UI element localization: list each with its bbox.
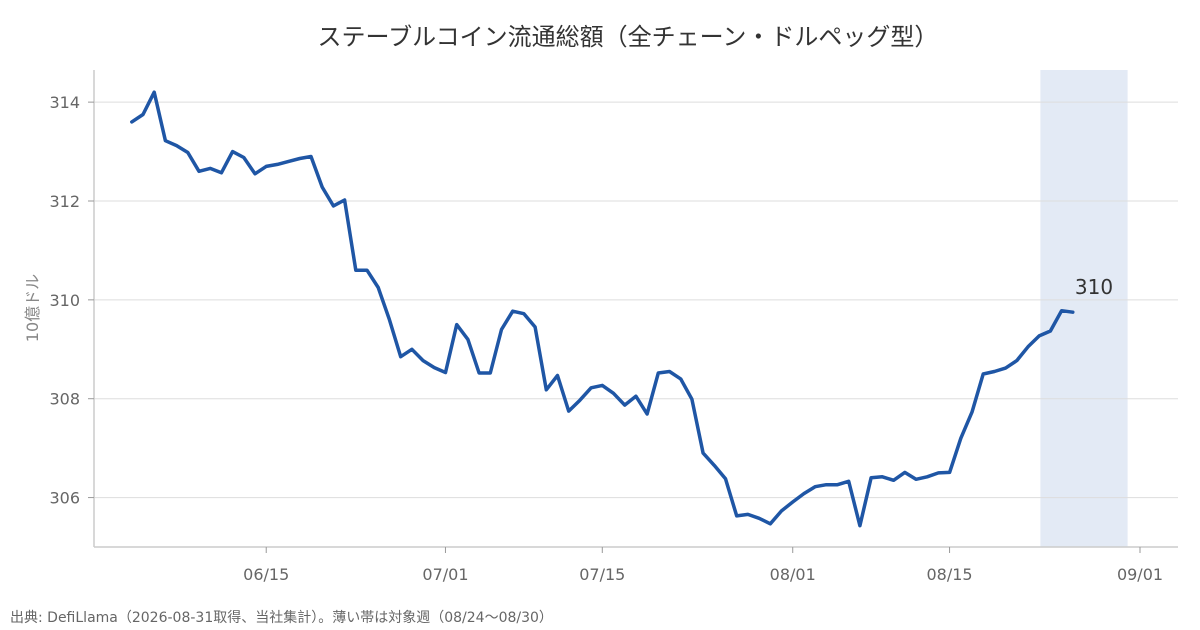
x-tick-label: 09/01 [1117, 565, 1163, 584]
y-tick-label: 308 [49, 390, 80, 409]
y-tick-label: 310 [49, 291, 80, 310]
y-axis-title: 10億ドル [23, 274, 42, 342]
x-tick-label: 08/01 [770, 565, 816, 584]
x-tick-label: 06/15 [243, 565, 289, 584]
chart-title: ステーブルコイン流通総額（全チェーン・ドルペッグ型） [318, 23, 939, 51]
end-value-label: 310 [1075, 275, 1113, 299]
source-note: 出典: DefiLlama（2026-08-31取得、当社集計）。薄い帯は対象週… [10, 609, 553, 626]
highlight-band [1040, 70, 1128, 547]
series-line [130, 90, 1075, 528]
y-tick-label: 314 [49, 93, 80, 112]
y-tick-label: 312 [49, 192, 80, 211]
y-tick-label: 306 [49, 489, 80, 508]
x-tick-label: 08/15 [927, 565, 973, 584]
x-tick-label: 07/15 [579, 565, 625, 584]
x-tick-label: 07/01 [422, 565, 468, 584]
